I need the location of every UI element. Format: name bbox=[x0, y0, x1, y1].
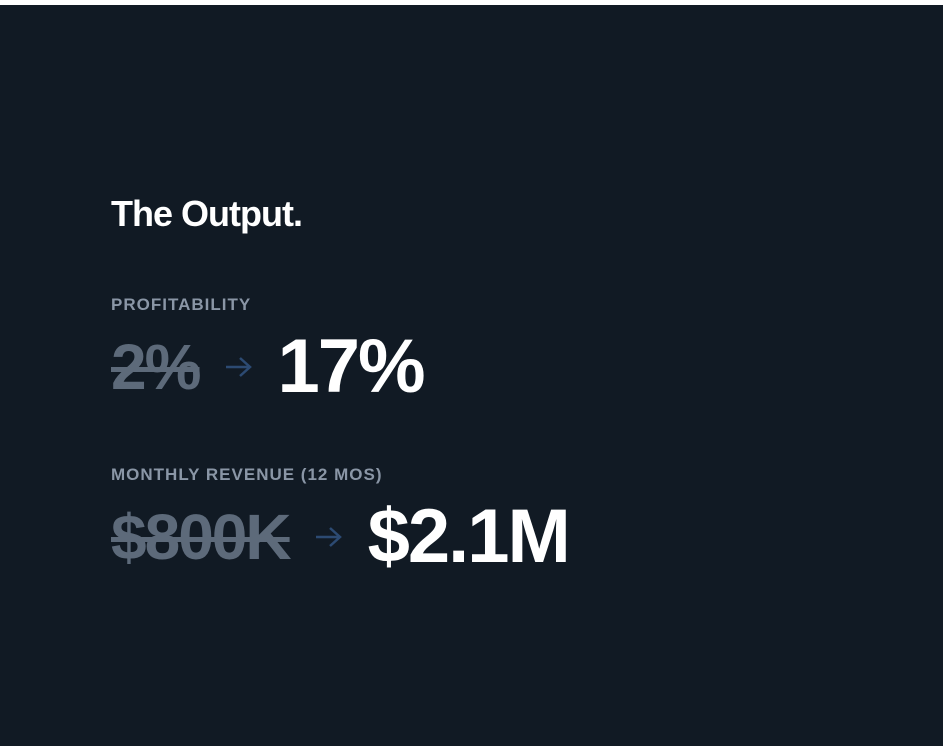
metric-after: $2.1M bbox=[367, 494, 571, 579]
metric-row: 2% 17% bbox=[111, 323, 426, 410]
arrow-icon bbox=[315, 526, 342, 547]
section-title: The Output. bbox=[111, 193, 303, 234]
metric: MONTHLY REVENUE (12 MOS) $800K $2.1M bbox=[111, 465, 571, 580]
metric-before: 2% bbox=[111, 330, 201, 403]
metric: PROFITABILITY 2% 17% bbox=[111, 295, 426, 410]
arrow-icon bbox=[225, 356, 252, 377]
metric-after: 17% bbox=[277, 324, 426, 409]
metric-row: $800K $2.1M bbox=[111, 493, 571, 580]
metric-before: $800K bbox=[111, 500, 292, 573]
output-panel: The Output. PROFITABILITY 2% 17% MONTHLY… bbox=[0, 5, 943, 746]
metric-label: PROFITABILITY bbox=[111, 295, 252, 314]
metric-label: MONTHLY REVENUE (12 MOS) bbox=[111, 465, 383, 484]
